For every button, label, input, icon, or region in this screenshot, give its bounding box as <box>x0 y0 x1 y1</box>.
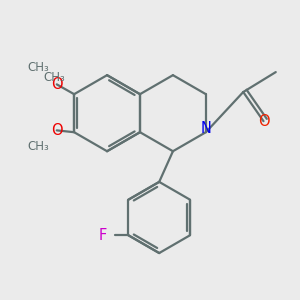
Text: N: N <box>200 121 211 136</box>
Text: CH₃: CH₃ <box>28 61 49 74</box>
Text: O: O <box>51 123 63 138</box>
Text: CH₃: CH₃ <box>43 70 65 83</box>
Text: F: F <box>98 228 107 243</box>
Text: O: O <box>258 114 269 129</box>
Text: CH₃: CH₃ <box>28 140 49 153</box>
Text: O: O <box>51 77 63 92</box>
